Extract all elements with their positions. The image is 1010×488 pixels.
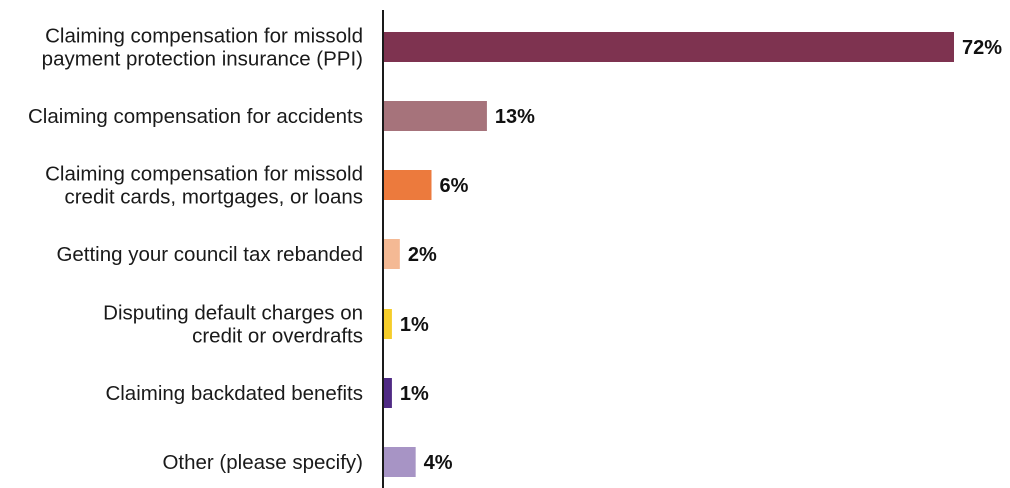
bar-3 xyxy=(384,239,400,269)
bar-0 xyxy=(384,32,954,62)
category-label-4-line-1: credit or overdrafts xyxy=(192,325,363,348)
value-label-0: 72% xyxy=(962,37,1002,59)
bar-2 xyxy=(384,170,432,200)
bar-5 xyxy=(384,378,392,408)
category-label-6-line-0: Other (please specify) xyxy=(162,451,363,474)
value-labels-group: 72% 13% 6% 2% 1% 1% 4% xyxy=(400,37,1002,474)
category-label-5-line-0: Claiming backdated benefits xyxy=(105,382,363,405)
category-label-4-line-0: Disputing default charges on xyxy=(103,302,363,325)
category-label-0-line-0: Claiming compensation for missold xyxy=(45,25,363,48)
bar-4 xyxy=(384,309,392,339)
bar-6 xyxy=(384,447,416,477)
category-labels-group: Claiming compensation for missoldpayment… xyxy=(28,25,363,475)
category-label-0-line-1: payment protection insurance (PPI) xyxy=(42,48,363,71)
bar-1 xyxy=(384,101,487,131)
value-label-1: 13% xyxy=(495,106,535,128)
value-label-5: 1% xyxy=(400,383,429,405)
bars-group xyxy=(384,32,954,477)
value-label-2: 6% xyxy=(440,175,469,197)
category-label-1-line-0: Claiming compensation for accidents xyxy=(28,105,363,128)
category-label-2-line-0: Claiming compensation for missold xyxy=(45,163,363,186)
category-label-2-line-1: credit cards, mortgages, or loans xyxy=(64,186,363,209)
value-label-3: 2% xyxy=(408,244,437,266)
value-label-4: 1% xyxy=(400,314,429,336)
value-label-6: 4% xyxy=(424,452,453,474)
category-label-3-line-0: Getting your council tax rebanded xyxy=(56,243,363,266)
